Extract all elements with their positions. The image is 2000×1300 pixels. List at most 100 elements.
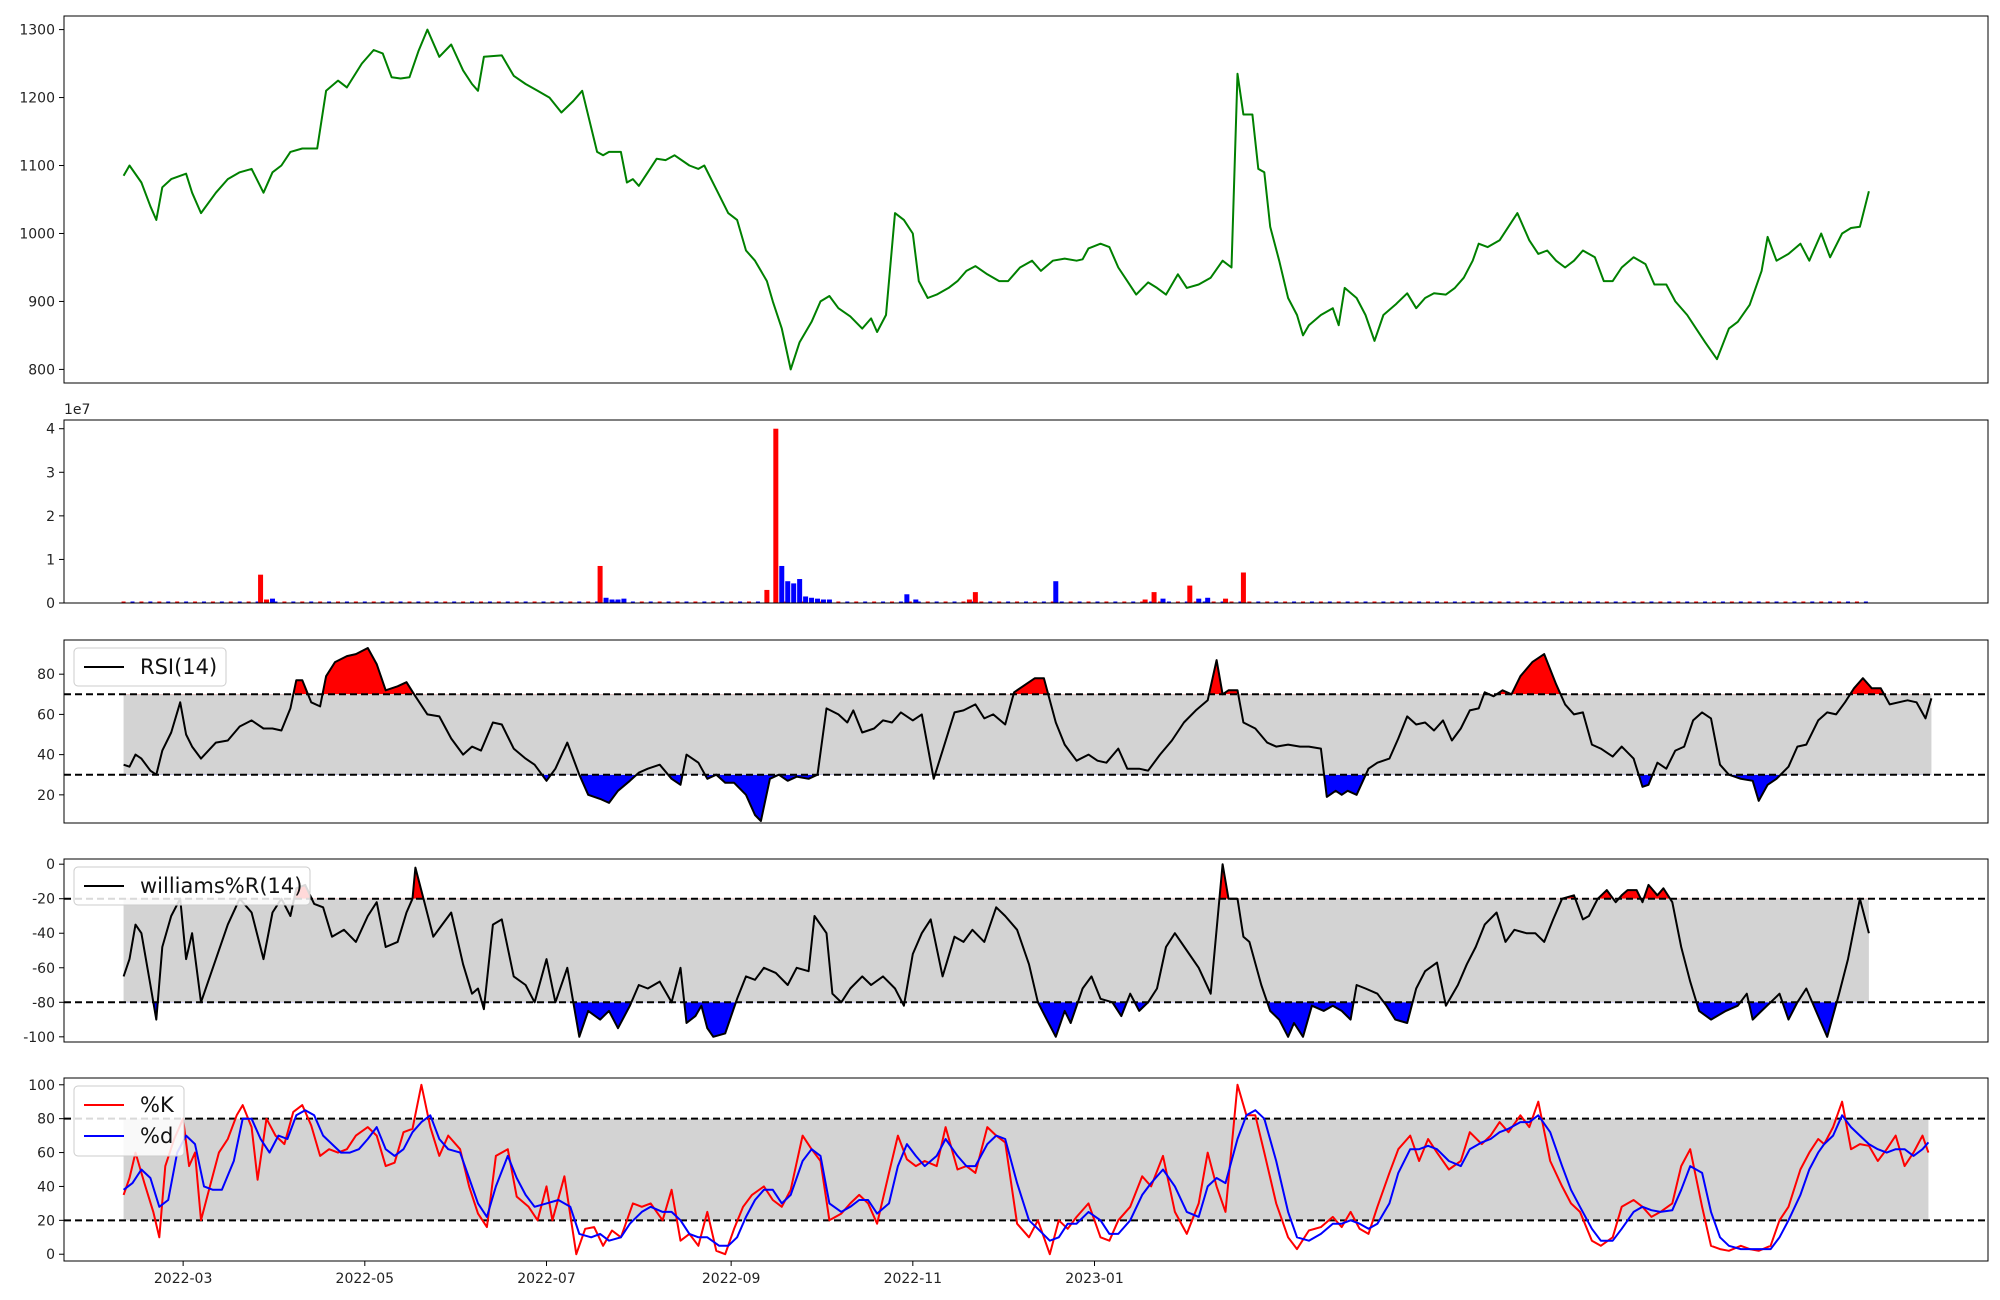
volume-bar bbox=[1187, 585, 1193, 603]
volume-bar-baseline bbox=[1336, 601, 1341, 603]
volume-ytick-label: 2 bbox=[46, 509, 55, 525]
volume-bar-baseline bbox=[1211, 601, 1216, 603]
williams-ytick-label: -100 bbox=[23, 1030, 55, 1046]
williams-panel: -100 -80 -60 -40 -20 0 williams%R(14) bbox=[23, 857, 1989, 1046]
volume-bar-baseline bbox=[1613, 601, 1618, 603]
volume-bar-baseline bbox=[1497, 601, 1502, 603]
volume-bar-baseline bbox=[1604, 601, 1609, 603]
volume-bar bbox=[609, 599, 615, 603]
volume-bar-baseline bbox=[416, 601, 421, 603]
price-line bbox=[122, 28, 1870, 371]
volume-bar-baseline bbox=[881, 601, 886, 603]
volume-bar bbox=[1196, 598, 1202, 603]
volume-bar-baseline bbox=[1783, 601, 1788, 603]
volume-bar-baseline bbox=[1095, 601, 1100, 603]
volume-bar-baseline bbox=[1488, 601, 1493, 603]
volume-bar-baseline bbox=[246, 601, 251, 603]
volume-bar-baseline bbox=[1193, 601, 1198, 603]
volume-panel: 0 1 2 3 4 1e7 bbox=[46, 402, 1989, 612]
price-ytick-label: 900 bbox=[28, 294, 55, 310]
volume-bar-baseline bbox=[282, 601, 287, 603]
volume-bar-baseline bbox=[1452, 601, 1457, 603]
stochastic-series-line-1 bbox=[122, 1083, 1930, 1256]
volume-bar-baseline bbox=[1345, 601, 1350, 603]
volume-bar bbox=[258, 574, 264, 603]
stochastic-ytick-label: 100 bbox=[28, 1078, 55, 1094]
volume-bar bbox=[1053, 581, 1059, 603]
volume-bar-baseline bbox=[907, 601, 912, 603]
volume-bar bbox=[1205, 597, 1211, 603]
stochastic-panel-frame bbox=[63, 1077, 1989, 1262]
volume-bar-baseline bbox=[1837, 601, 1842, 603]
volume-bar-baseline bbox=[425, 601, 430, 603]
volume-bar bbox=[797, 579, 803, 603]
volume-bar-baseline bbox=[836, 601, 841, 603]
volume-bar-baseline bbox=[1801, 601, 1806, 603]
volume-bar-baseline bbox=[273, 601, 278, 603]
volume-bar-baseline bbox=[514, 601, 519, 603]
volume-bar bbox=[913, 599, 919, 603]
volume-bar-baseline bbox=[577, 601, 582, 603]
volume-bar-baseline bbox=[1300, 601, 1305, 603]
williams-legend-box bbox=[73, 866, 311, 906]
volume-bar-baseline bbox=[1220, 601, 1225, 603]
williams-panel-yticks: -100 -80 -60 -40 -20 0 bbox=[23, 857, 64, 1046]
volume-bar-baseline bbox=[559, 601, 564, 603]
volume-bar bbox=[1142, 599, 1148, 603]
volume-bar bbox=[785, 581, 791, 603]
x-tick-label: 2022-11 bbox=[884, 1271, 943, 1287]
volume-bar bbox=[820, 599, 826, 603]
williams-series-line-1 bbox=[122, 863, 1870, 1038]
volume-bar-baseline bbox=[863, 601, 868, 603]
price-ytick-label: 1000 bbox=[19, 226, 55, 242]
stochastic-panel-fills bbox=[123, 1118, 1929, 1221]
volume-bar-baseline bbox=[1828, 601, 1833, 603]
volume-bar-baseline bbox=[1381, 601, 1386, 603]
volume-bar-baseline bbox=[407, 601, 412, 603]
stochastic-ytick-label: 80 bbox=[37, 1112, 55, 1128]
volume-bar-baseline bbox=[336, 601, 341, 603]
price-ytick-label: 1300 bbox=[19, 23, 55, 39]
volume-bar-baseline bbox=[1059, 601, 1064, 603]
volume-bar-baseline bbox=[1622, 601, 1627, 603]
volume-bar-baseline bbox=[550, 601, 555, 603]
volume-bar bbox=[826, 599, 832, 603]
volume-bar-baseline bbox=[1006, 601, 1011, 603]
volume-bar-baseline bbox=[1765, 601, 1770, 603]
volume-bar-baseline bbox=[943, 601, 948, 603]
volume-bar bbox=[809, 597, 815, 603]
volume-bar-baseline bbox=[130, 601, 135, 603]
volume-bar-baseline bbox=[1283, 601, 1288, 603]
volume-bar-baseline bbox=[979, 601, 984, 603]
volume-bar-baseline bbox=[255, 601, 260, 603]
volume-bar-baseline bbox=[1667, 601, 1672, 603]
volume-bar bbox=[603, 597, 609, 603]
volume-bar-baseline bbox=[1265, 601, 1270, 603]
x-tick-label: 2022-07 bbox=[517, 1271, 576, 1287]
volume-bar-baseline bbox=[1551, 601, 1556, 603]
stochastic-legend: %K %d bbox=[73, 1085, 185, 1157]
volume-panel-frame bbox=[63, 419, 1989, 604]
stochastic-series-line-2 bbox=[122, 1109, 1930, 1251]
rsi-panel-yticks: 20 40 60 80 bbox=[37, 667, 64, 804]
volume-bar-baseline bbox=[684, 601, 689, 603]
volume-bar-baseline bbox=[1202, 601, 1207, 603]
volume-bar-baseline bbox=[532, 601, 537, 603]
volume-bar-baseline bbox=[237, 601, 242, 603]
williams-legend: williams%R(14) bbox=[73, 866, 311, 906]
volume-bar-baseline bbox=[1417, 601, 1422, 603]
volume-bar-baseline bbox=[523, 601, 528, 603]
volume-bar-baseline bbox=[1068, 601, 1073, 603]
stochastic-panel-yticks: 0 20 40 60 80 100 bbox=[28, 1078, 64, 1263]
volume-bar-baseline bbox=[1435, 601, 1440, 603]
volume-bar-baseline bbox=[1658, 601, 1663, 603]
volume-bar-baseline bbox=[1292, 601, 1297, 603]
volume-bar-baseline bbox=[1819, 601, 1824, 603]
volume-bar-baseline bbox=[1640, 601, 1645, 603]
volume-bar-baseline bbox=[371, 601, 376, 603]
volume-bar-baseline bbox=[353, 601, 358, 603]
volume-bar bbox=[615, 599, 621, 603]
volume-bar-baseline bbox=[1649, 601, 1654, 603]
volume-bar-baseline bbox=[639, 601, 644, 603]
volume-bar-baseline bbox=[1149, 601, 1154, 603]
